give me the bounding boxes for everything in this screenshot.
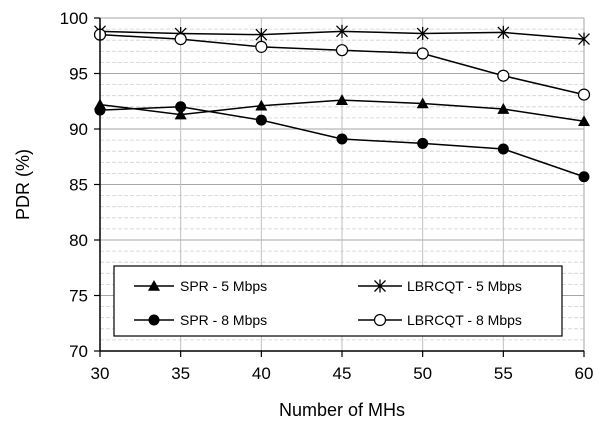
legend-label: LBRCQT - 5 Mbps (407, 278, 522, 294)
legend-label: SPR - 5 Mbps (180, 278, 267, 294)
x-tick-label: 45 (333, 364, 352, 383)
x-tick-label: 50 (413, 364, 432, 383)
legend-entry: SPR - 5 Mbps (134, 278, 267, 294)
legend-label: LBRCQT - 8 Mbps (407, 312, 522, 328)
data-point (417, 137, 429, 149)
series-group (93, 24, 591, 183)
data-point (174, 108, 187, 120)
data-point (336, 24, 348, 38)
x-tick-label: 30 (91, 364, 110, 383)
y-tick-label: 70 (69, 342, 88, 361)
y-tick-label: 95 (69, 65, 88, 84)
data-point (416, 47, 429, 60)
legend-marker (148, 280, 160, 291)
data-point (255, 28, 268, 42)
legend-entry: LBRCQT - 8 Mbps (358, 312, 522, 328)
legend-label: SPR - 8 Mbps (180, 312, 267, 328)
y-tick-label: 90 (69, 120, 88, 139)
legend-entry: LBRCQT - 5 Mbps (358, 278, 522, 294)
axes: 70 75 80 85 90 95 100 30 35 40 45 50 55 60 (60, 9, 594, 383)
series-4 (93, 28, 591, 101)
series-3 (94, 101, 590, 183)
data-point (175, 101, 187, 113)
data-point (255, 99, 268, 111)
y-tick-label: 75 (69, 287, 88, 306)
legend-marker (373, 313, 387, 327)
y-axis-title: PDR (%) (13, 149, 33, 220)
data-point (416, 97, 429, 109)
y-tick-label: 80 (69, 231, 88, 250)
x-tick-label: 60 (575, 364, 594, 383)
data-point (497, 103, 510, 114)
data-point (578, 115, 590, 127)
x-tick-label: 35 (171, 364, 190, 383)
data-point (497, 69, 510, 82)
legend-box (113, 265, 563, 337)
data-point (497, 143, 509, 155)
data-point (255, 40, 268, 53)
legend-marker (374, 279, 386, 293)
y-tick-label: 100 (60, 9, 88, 28)
data-point (578, 32, 590, 46)
legend: SPR - 5 Mbps LBRCQT - 5 Mbps SPR - 8 Mbps L… (113, 265, 563, 337)
data-point (335, 44, 349, 57)
data-point (578, 171, 590, 183)
x-tick-label: 55 (494, 364, 513, 383)
data-point (336, 94, 348, 105)
data-point (174, 32, 187, 46)
legend-entry: SPR - 8 Mbps (134, 312, 267, 328)
data-point (577, 88, 591, 101)
data-point (416, 27, 429, 41)
data-point (255, 114, 267, 126)
data-point (497, 25, 510, 39)
y-tick-label: 85 (69, 176, 88, 195)
x-tick-label: 40 (252, 364, 271, 383)
x-axis-title: Number of MHs (279, 400, 405, 420)
legend-marker (148, 314, 160, 326)
data-point (336, 133, 348, 145)
